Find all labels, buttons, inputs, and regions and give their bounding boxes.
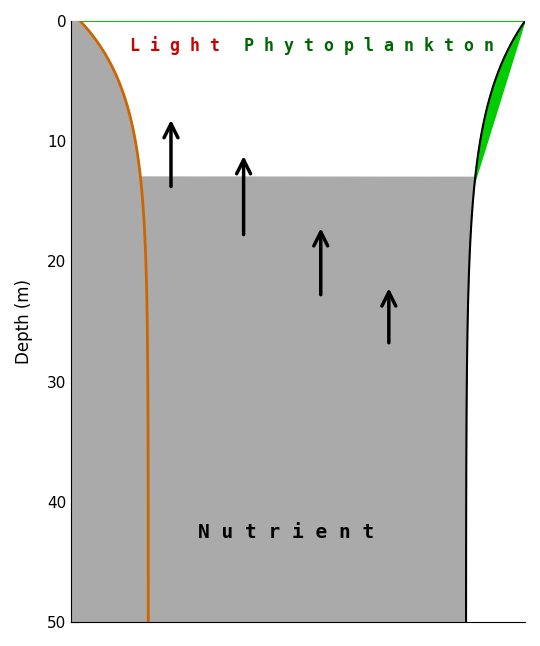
Polygon shape <box>71 21 525 183</box>
Text: P h y t o p l a n k t o n: P h y t o p l a n k t o n <box>244 37 494 55</box>
Text: N u t r i e n t: N u t r i e n t <box>198 523 374 542</box>
Y-axis label: Depth (m): Depth (m) <box>15 279 33 364</box>
Text: L i g h t: L i g h t <box>130 36 220 55</box>
Polygon shape <box>71 21 475 622</box>
